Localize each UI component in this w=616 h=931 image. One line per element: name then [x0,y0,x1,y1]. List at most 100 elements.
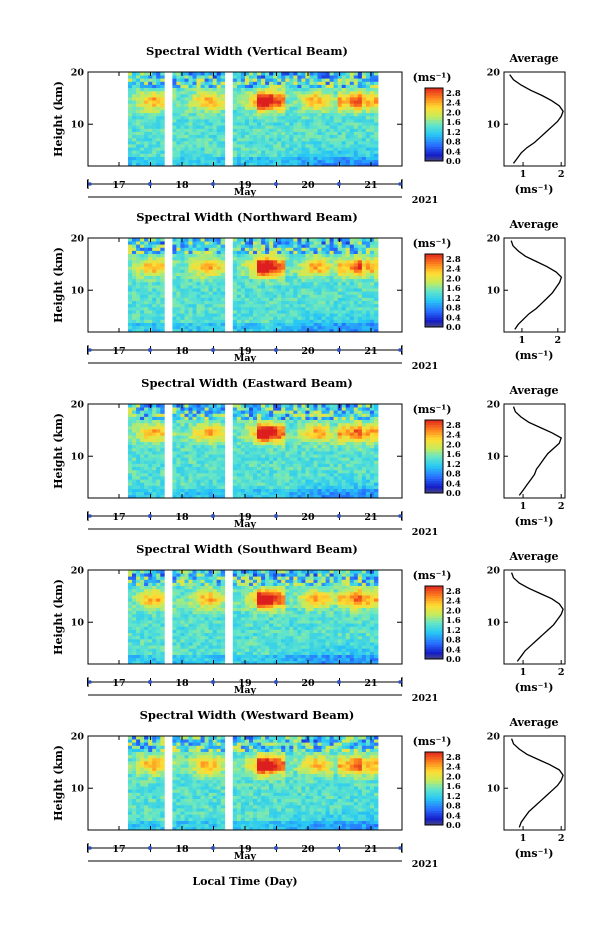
heatmap-cell [156,429,161,433]
heatmap-cell [128,244,133,248]
heatmap-cell [281,444,286,449]
heatmap-cell [144,162,149,167]
heatmap-cell [273,81,278,85]
heatmap-cell [204,422,209,427]
heatmap-cell [297,112,302,117]
heatmap-cell [128,491,133,496]
heatmap-cell [212,253,218,258]
heatmap-cell [369,90,375,95]
heatmap-cell [212,300,218,305]
heatmap-cell [309,269,314,273]
heatmap-cell [192,488,197,493]
heatmap-cell [156,134,161,139]
midnight-marker [211,348,215,352]
heatmap-cell [152,438,157,442]
heatmap-cell [216,429,222,433]
heatmap-cell [361,256,367,261]
heatmap-cell [204,469,209,474]
heatmap-cell [269,485,274,489]
heatmap-cell [317,491,322,496]
heatmap-cell [140,147,145,151]
heatmap-cell [289,310,294,314]
heatmap-cell [204,84,209,88]
heatmap-cell [212,75,218,79]
heatmap-cell [188,134,193,139]
heatmap-cell [301,447,306,452]
heatmap-cell [180,115,185,120]
heatmap-cell [297,128,302,132]
heatmap-cell [269,416,274,420]
heatmap-cell [309,485,314,489]
heatmap-cell [140,278,145,283]
colorbar-swatch [425,258,443,262]
heatmap-cell [365,147,371,151]
heatmap-cell [232,285,238,289]
heatmap-cell [204,494,209,499]
heatmap-cell [269,112,274,117]
heatmap-cell [132,115,137,120]
heatmap-cell [249,306,254,311]
heatmap-cell [156,328,161,333]
heatmap-cell [188,288,193,292]
heatmap-cell [148,140,153,145]
heatmap-cell [152,90,157,95]
colorbar-swatch [425,92,443,96]
heatmap-cell [289,241,294,245]
heatmap-cell [285,407,290,411]
heatmap-cell [216,444,222,449]
heatmap-cell [128,488,133,493]
heatmap-cell [152,441,157,446]
heatmap-cell [293,469,298,474]
heatmap-cell [333,303,338,308]
heatmap-cell [204,285,209,289]
heatmap-cell [136,303,141,308]
heatmap-cell [156,137,161,142]
heatmap-cell [212,134,218,139]
heatmap-cell [345,325,351,330]
heatmap-cell [208,244,213,248]
heatmap-cell [140,122,145,126]
heatmap-cell [132,404,137,408]
heatmap-cell [176,147,181,151]
heatmap-cell [176,153,181,157]
heatmap-cell [301,316,306,320]
heatmap-cell [337,100,343,104]
heatmap-cell [204,78,209,82]
heatmap-cell [297,300,302,305]
heatmap-cell [152,87,157,92]
heatmap-cell [257,438,262,442]
heatmap-cell [232,435,238,439]
heatmap-cell [265,81,270,85]
heatmap-cell [317,259,322,264]
heatmap-cell [297,328,302,333]
heatmap-cell [277,122,282,126]
heatmap-cell [297,122,302,126]
heatmap-cell [132,328,137,333]
heatmap-cell [317,316,322,320]
heatmap-cell [132,278,137,283]
heatmap-cell [301,140,306,145]
heatmap-cell [136,463,141,467]
heatmap-cell [281,482,286,486]
heatmap-cell [253,457,258,461]
heatmap-cell [140,494,145,499]
heatmap-cell [289,263,294,267]
heatmap-cell [180,119,185,123]
heatmap-cell [200,494,205,499]
heatmap-cell [301,269,306,273]
heatmap-cell [172,310,177,314]
heatmap-cell [333,72,338,76]
heatmap-cell [365,281,371,286]
heatmap-cell [220,460,226,464]
heatmap-cell [208,156,213,161]
heatmap-cell [257,238,262,242]
heatmap-cell [285,128,290,132]
heatmap-cell [297,97,302,101]
heatmap-cell [244,156,250,161]
heatmap-cell [293,275,298,280]
heatmap-cell [329,87,334,92]
heatmap-cell [261,106,266,110]
heatmap-cell [128,469,133,474]
heatmap-cell [172,72,177,76]
heatmap-cell [180,310,185,314]
